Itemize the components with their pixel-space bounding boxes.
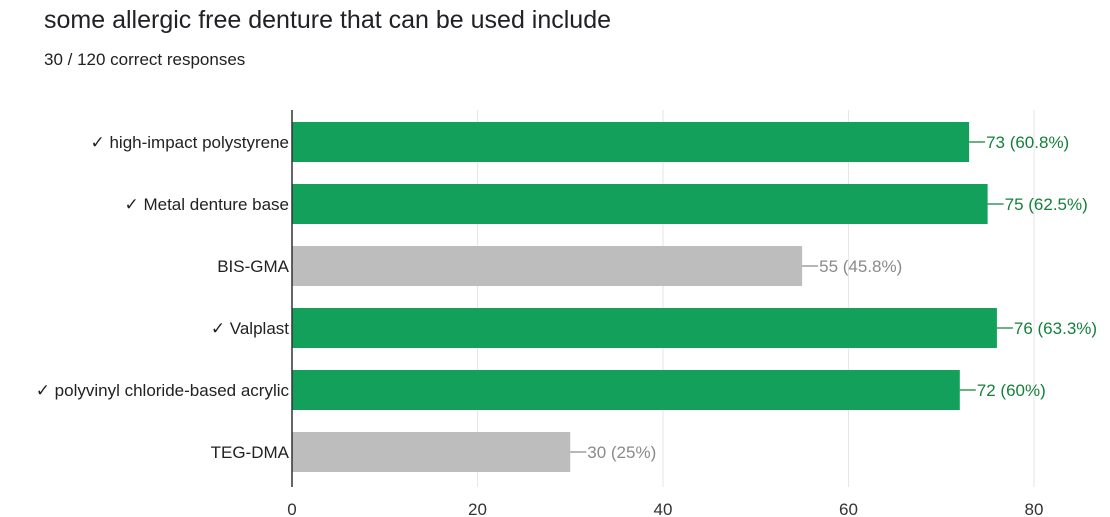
category-label: ✓ high-impact polystyrene [91, 133, 290, 152]
bar [292, 370, 960, 410]
x-tick-label: 40 [654, 500, 673, 517]
data-label: 75 (62.5%) [1005, 195, 1088, 214]
data-label: 72 (60%) [977, 381, 1046, 400]
data-label: 55 (45.8%) [819, 257, 902, 276]
category-labels: ✓ high-impact polystyrene ✓ Metal denture… [36, 133, 290, 462]
x-tick-label: 0 [287, 500, 296, 517]
data-labels: 73 (60.8%) 75 (62.5%) 55 (45.8%) 76 (63.3%)… [587, 133, 1097, 462]
x-tick-label: 60 [839, 500, 858, 517]
response-summary: 30 / 120 correct responses [44, 50, 246, 69]
data-label: 73 (60.8%) [986, 133, 1069, 152]
bars [292, 122, 997, 472]
data-label: 30 (25%) [587, 443, 656, 462]
leader-lines [570, 141, 1013, 453]
bar [292, 308, 997, 348]
bar [292, 184, 988, 224]
bar [292, 122, 970, 162]
category-label: BIS-GMA [217, 257, 289, 276]
category-label: ✓ Metal denture base [124, 195, 289, 214]
question-title: some allergic free denture that can be u… [44, 6, 612, 34]
data-label: 76 (63.3%) [1014, 319, 1097, 338]
category-label: TEG-DMA [211, 443, 290, 462]
category-label: ✓ polyvinyl chloride-based acrylic [36, 381, 290, 400]
x-tick-label: 20 [468, 500, 487, 517]
bar [292, 246, 803, 286]
category-label: ✓ Valplast [211, 319, 289, 338]
x-tick-label: 80 [1025, 500, 1044, 517]
grid-lines [477, 110, 1035, 487]
x-axis-ticks: 0 20 40 60 80 [287, 500, 1043, 517]
bar [292, 432, 571, 472]
